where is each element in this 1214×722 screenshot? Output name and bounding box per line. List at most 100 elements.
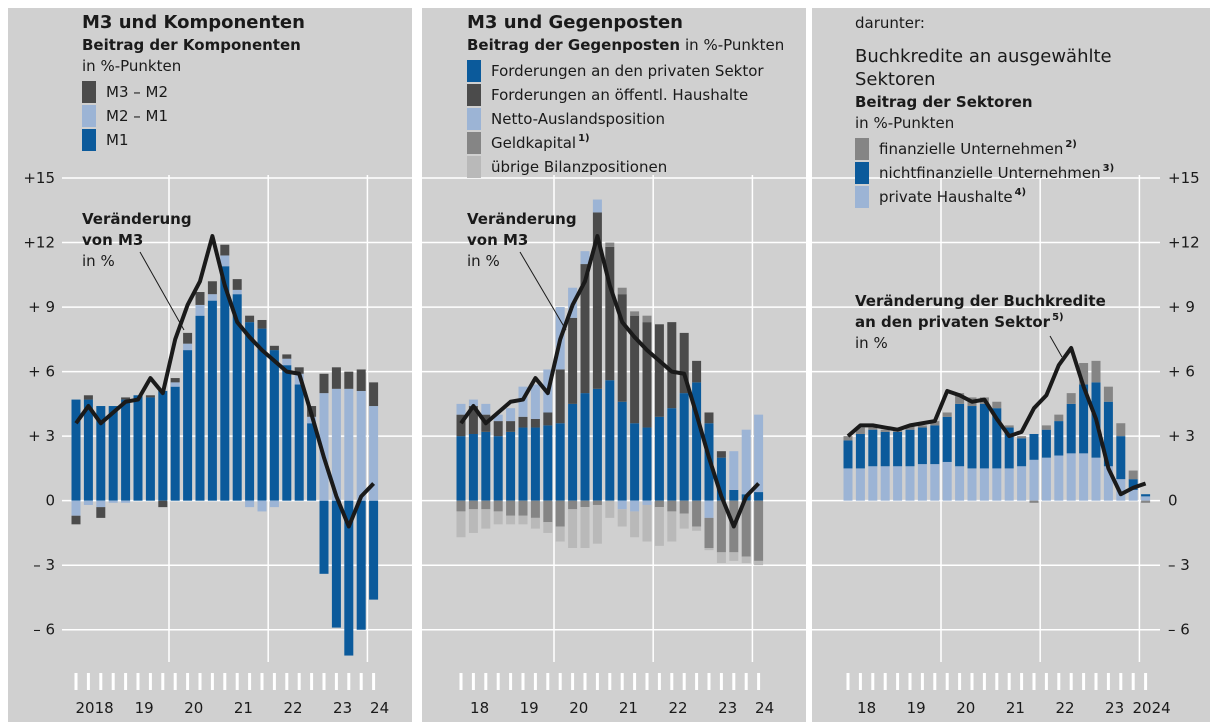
- bar-segment: [704, 412, 714, 424]
- annotation-note: 5): [1052, 312, 1064, 323]
- legend-swatch: [467, 84, 481, 106]
- bar-segment: [893, 466, 903, 501]
- bar-segment: [1029, 433, 1039, 460]
- bar-segment: [605, 380, 615, 501]
- bar-segment: [530, 517, 540, 529]
- bar-segment: [692, 360, 702, 383]
- bar-segment: [269, 345, 279, 351]
- x-tick-mark: [334, 673, 338, 690]
- bar-segment: [369, 500, 379, 600]
- bar-segment: [207, 281, 217, 295]
- x-tick-mark: [744, 673, 748, 690]
- bar-segment: [592, 504, 602, 544]
- unit-label: in %-Punkten: [82, 57, 181, 75]
- bar-segment: [1029, 459, 1039, 501]
- annotation-leader: [1049, 335, 1063, 358]
- bar-segment: [667, 500, 677, 512]
- bar-segment: [905, 425, 915, 430]
- bar-segment: [456, 511, 466, 538]
- bar-segment: [967, 406, 977, 469]
- bar-segment: [282, 358, 292, 366]
- bar-segment: [679, 513, 689, 529]
- x-tick-mark: [558, 673, 562, 690]
- bar-segment: [880, 466, 890, 501]
- x-tick-mark: [509, 673, 513, 690]
- x-tick-label: 19: [907, 699, 926, 717]
- y-tick-label: 0: [45, 492, 55, 510]
- bar-segment: [257, 328, 267, 501]
- bar-segment: [481, 431, 491, 501]
- bar-segment: [232, 279, 242, 290]
- x-tick-mark: [1007, 673, 1011, 690]
- bar-segment: [654, 416, 664, 501]
- x-tick-mark: [198, 673, 202, 690]
- x-tick-mark: [1069, 673, 1073, 690]
- x-tick-mark: [322, 673, 326, 690]
- bar-segment: [543, 522, 553, 533]
- bar-segment: [468, 406, 478, 434]
- legend-swatch: [82, 81, 96, 103]
- x-tick-label: 20: [184, 699, 203, 717]
- bar-segment: [580, 500, 590, 508]
- bar-segment: [555, 369, 565, 424]
- x-tick-mark: [372, 673, 376, 690]
- bar-segment: [568, 317, 578, 404]
- x-tick-label: 21: [1006, 699, 1025, 717]
- legend-swatch: [467, 156, 481, 178]
- bar-segment: [630, 500, 640, 512]
- bar-segment: [369, 382, 379, 407]
- bar-segment: [905, 429, 915, 467]
- bar-segment: [220, 266, 230, 501]
- legend-note: 4): [1015, 187, 1027, 198]
- bar-segment: [1116, 423, 1126, 437]
- annotation-leader: [139, 251, 185, 331]
- x-tick-label: 19: [135, 699, 154, 717]
- x-tick-label: 23: [333, 699, 352, 717]
- bar-segment: [580, 507, 590, 548]
- x-tick-mark: [471, 673, 475, 690]
- bar-segment: [369, 406, 379, 501]
- x-tick-mark: [982, 673, 986, 690]
- bar-segment: [642, 427, 652, 501]
- y-tick-label: +15: [1168, 169, 1200, 187]
- y-tick-label: + 3: [28, 427, 55, 445]
- bar-segment: [716, 500, 726, 553]
- x-tick-mark: [883, 673, 887, 690]
- bar-segment: [617, 500, 627, 510]
- line-series: [846, 345, 1147, 497]
- bar-segment: [108, 406, 118, 501]
- bar-segment: [729, 451, 739, 490]
- kicker: darunter:: [855, 14, 925, 32]
- x-tick-mark: [757, 673, 761, 690]
- x-tick-mark: [161, 673, 165, 690]
- x-tick-mark: [210, 673, 214, 690]
- x-tick-mark: [1032, 673, 1036, 690]
- panel-subtitle: Beitrag der Gegenposten: [467, 36, 680, 54]
- bar-segment: [481, 403, 491, 415]
- line-series: [74, 234, 376, 529]
- bar-segment: [257, 319, 267, 329]
- bar-segment: [481, 509, 491, 529]
- bar-segment: [518, 416, 528, 428]
- legend-label: Forderungen an den privaten Sektor: [491, 62, 764, 80]
- bar-segment: [1079, 453, 1089, 501]
- line-annotation: in %: [467, 252, 500, 270]
- x-tick-label: 24: [370, 699, 389, 717]
- bar-segment: [183, 343, 193, 351]
- bar-segment: [630, 511, 640, 538]
- bar-segment: [1091, 360, 1101, 383]
- bar-segment: [692, 382, 702, 501]
- bar-segment: [83, 399, 93, 501]
- bar-segment: [331, 367, 341, 389]
- legend-label: Geldkapital: [491, 134, 576, 152]
- bar-segment: [592, 199, 602, 213]
- bar-segment: [868, 466, 878, 501]
- bar-segment: [269, 500, 279, 508]
- bar-segment: [992, 468, 1002, 501]
- x-tick-label: 23: [718, 699, 737, 717]
- bar-segment: [704, 500, 714, 518]
- bar-segment: [319, 500, 329, 574]
- bar-segment: [245, 315, 255, 323]
- bar-segment: [1054, 421, 1064, 456]
- unit-label: in %-Punkten: [855, 114, 954, 132]
